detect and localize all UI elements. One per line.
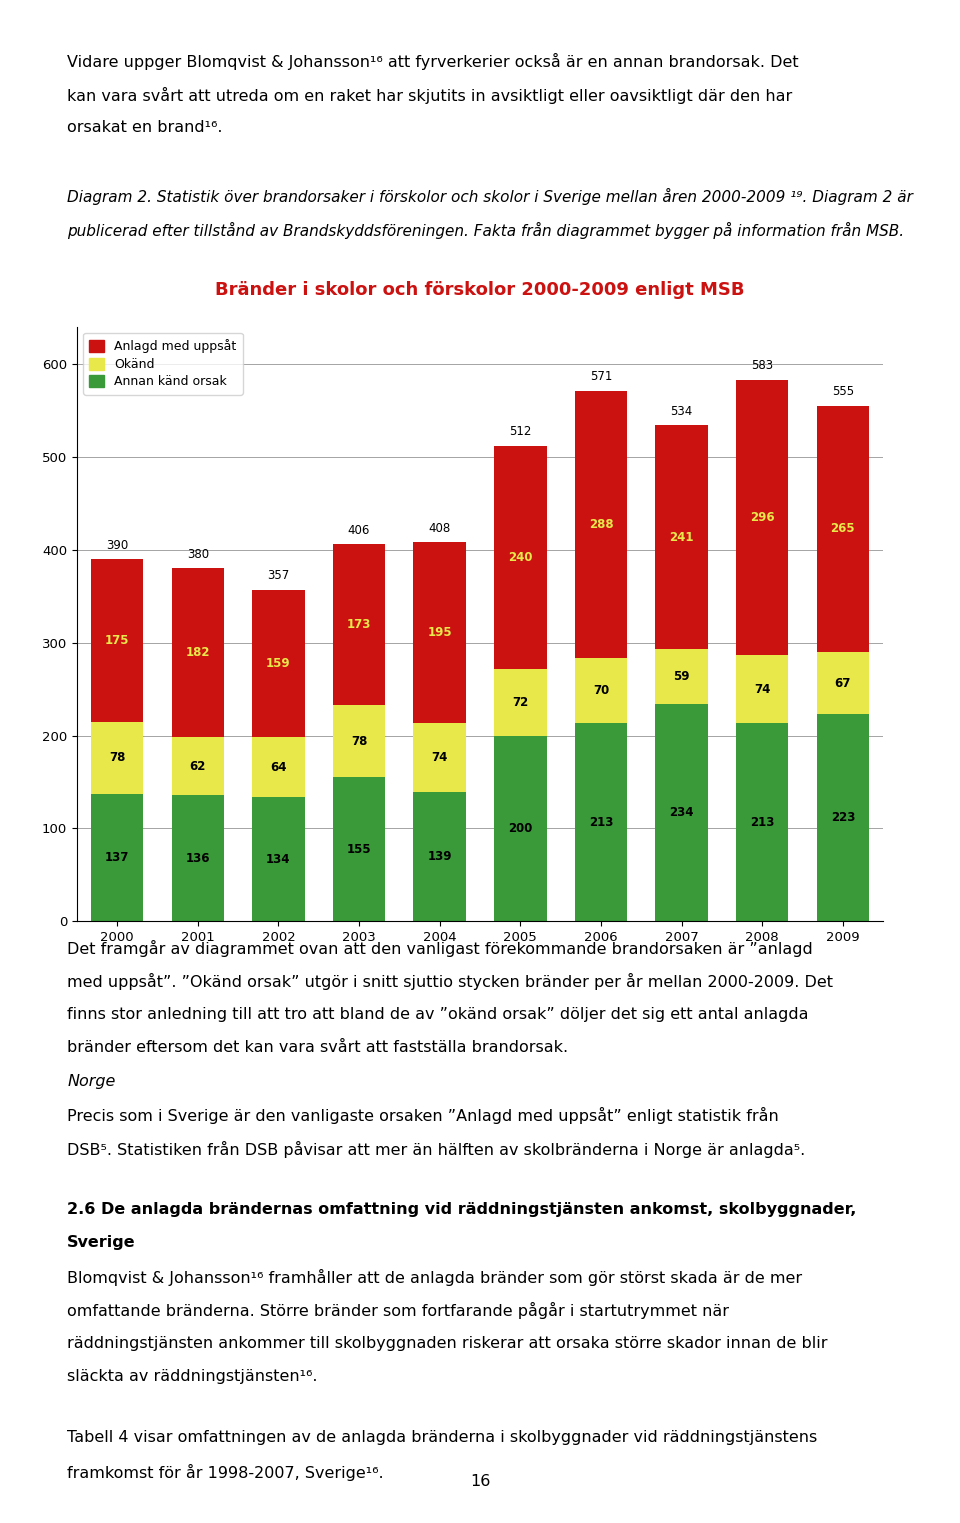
Text: 64: 64 (270, 760, 287, 774)
Bar (494, 736, 546, 921)
Text: 2.6 De anlagda brändernas omfattning vid räddningstjänsten ankomst, skolbyggnade: 2.6 De anlagda brändernas omfattning vid… (67, 1202, 856, 1217)
Text: 512: 512 (509, 425, 532, 439)
Text: 70: 70 (593, 684, 609, 698)
Bar (656, 425, 708, 649)
Bar (333, 777, 385, 921)
Text: bränder eftersom det kan vara svårt att fastställa brandorsak.: bränder eftersom det kan vara svårt att … (67, 1040, 568, 1055)
Text: Blomqvist & Johansson¹⁶ framhåller att de anlagda bränder som gör störst skada ä: Blomqvist & Johansson¹⁶ framhåller att d… (67, 1269, 803, 1285)
Text: Norge: Norge (67, 1074, 115, 1089)
Bar (575, 658, 627, 723)
Bar (817, 652, 869, 714)
Bar (414, 792, 466, 921)
Text: 159: 159 (266, 656, 291, 670)
Bar (172, 737, 224, 795)
Bar (252, 737, 304, 797)
Text: Sverige: Sverige (67, 1235, 135, 1250)
Text: publicerad efter tillstånd av Brandskyddsföreningen. Fakta från diagrammet bygge: publicerad efter tillstånd av Brandskydd… (67, 222, 904, 239)
Bar (575, 723, 627, 921)
Text: orsakat en brand¹⁶.: orsakat en brand¹⁶. (67, 120, 223, 136)
Text: 182: 182 (185, 646, 210, 659)
Text: Vidare uppger Blomqvist & Johansson¹⁶ att fyrverkerier också är en annan brandor: Vidare uppger Blomqvist & Johansson¹⁶ at… (67, 53, 799, 70)
Text: räddningstjänsten ankommer till skolbyggnaden riskerar att orsaka större skador : räddningstjänsten ankommer till skolbygg… (67, 1336, 828, 1351)
Text: 74: 74 (754, 682, 771, 696)
Text: 67: 67 (834, 676, 852, 690)
Text: 534: 534 (670, 405, 693, 417)
Text: 390: 390 (106, 539, 129, 551)
Text: Tabell 4 visar omfattningen av de anlagda bränderna i skolbyggnader vid räddning: Tabell 4 visar omfattningen av de anlagd… (67, 1430, 818, 1445)
Text: 288: 288 (588, 518, 613, 532)
Text: 296: 296 (750, 510, 775, 524)
Legend: Anlagd med uppsåt, Okänd, Annan känd orsak: Anlagd med uppsåt, Okänd, Annan känd ors… (84, 334, 243, 394)
Text: Bränder i skolor och förskolor 2000-2009 enligt MSB: Bränder i skolor och förskolor 2000-2009… (215, 282, 745, 299)
Text: 583: 583 (751, 359, 774, 372)
Text: 571: 571 (589, 370, 612, 384)
Bar (736, 655, 788, 723)
Text: finns stor anledning till att tro att bland de av ”okänd orsak” döljer det sig e: finns stor anledning till att tro att bl… (67, 1007, 808, 1022)
Bar (494, 446, 546, 669)
Bar (817, 405, 869, 652)
Text: 175: 175 (105, 634, 130, 647)
Bar (172, 795, 224, 921)
Text: 200: 200 (508, 822, 533, 835)
Bar (656, 649, 708, 704)
Bar (414, 723, 466, 792)
Text: 555: 555 (831, 385, 854, 398)
Text: 137: 137 (105, 851, 130, 864)
Text: 134: 134 (266, 853, 291, 865)
Text: 213: 213 (750, 816, 775, 829)
Text: 213: 213 (588, 816, 613, 829)
Text: omfattande bränderna. Större bränder som fortfarande pågår i startutrymmet när: omfattande bränderna. Större bränder som… (67, 1302, 730, 1319)
Bar (656, 704, 708, 921)
Text: 406: 406 (348, 524, 371, 536)
Bar (91, 722, 143, 793)
Text: kan vara svårt att utreda om en raket har skjutits in avsiktligt eller oavsiktli: kan vara svårt att utreda om en raket ha… (67, 87, 792, 104)
Text: 72: 72 (513, 696, 528, 708)
Text: släckta av räddningstjänsten¹⁶.: släckta av räddningstjänsten¹⁶. (67, 1369, 318, 1384)
Text: 139: 139 (427, 850, 452, 864)
Bar (333, 544, 385, 705)
Bar (414, 542, 466, 723)
Text: 265: 265 (830, 522, 855, 535)
Text: Diagram 2. Statistik över brandorsaker i förskolor och skolor i Sverige mellan å: Diagram 2. Statistik över brandorsaker i… (67, 189, 913, 206)
Text: 195: 195 (427, 626, 452, 640)
Text: 408: 408 (428, 522, 451, 535)
Text: 74: 74 (431, 751, 448, 765)
Text: 241: 241 (669, 530, 694, 544)
Text: 16: 16 (469, 1474, 491, 1489)
Text: Precis som i Sverige är den vanligaste orsaken ”Anlagd med uppsåt” enligt statis: Precis som i Sverige är den vanligaste o… (67, 1107, 779, 1124)
Text: 78: 78 (350, 734, 368, 748)
Text: 78: 78 (108, 751, 126, 765)
Bar (91, 793, 143, 921)
Bar (252, 797, 304, 921)
Text: med uppsåt”. ”Okänd orsak” utgör i snitt sjuttio stycken bränder per år mellan 2: med uppsåt”. ”Okänd orsak” utgör i snitt… (67, 973, 833, 990)
Text: Det framgår av diagrammet ovan att den vanligast förekommande brandorsaken är ”a: Det framgår av diagrammet ovan att den v… (67, 940, 813, 956)
Text: 240: 240 (508, 551, 533, 564)
Bar (494, 669, 546, 736)
Bar (736, 379, 788, 655)
Text: 155: 155 (347, 842, 372, 856)
Bar (91, 559, 143, 722)
Text: 59: 59 (673, 670, 690, 682)
Text: 357: 357 (267, 570, 290, 582)
Text: framkomst för år 1998-2007, Sverige¹⁶.: framkomst för år 1998-2007, Sverige¹⁶. (67, 1464, 384, 1480)
Text: 173: 173 (347, 618, 372, 631)
Bar (817, 714, 869, 921)
Text: 136: 136 (185, 851, 210, 865)
Text: 223: 223 (830, 812, 855, 824)
Text: 234: 234 (669, 806, 694, 819)
Text: 380: 380 (186, 548, 209, 560)
Bar (252, 589, 304, 737)
Text: 62: 62 (189, 760, 206, 772)
Bar (333, 705, 385, 777)
Bar (575, 391, 627, 658)
Text: DSB⁵. Statistiken från DSB påvisar att mer än hälften av skolbränderna i Norge ä: DSB⁵. Statistiken från DSB påvisar att m… (67, 1141, 805, 1157)
Bar (736, 723, 788, 921)
Bar (172, 568, 224, 737)
